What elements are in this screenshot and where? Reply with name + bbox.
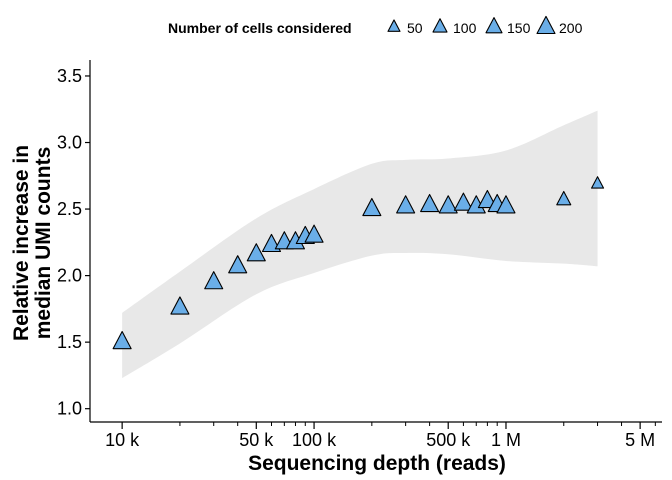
legend-marker [485,17,503,34]
data-point [496,195,516,214]
y-axis: 1.0 1.5 2.0 2.5 3.0 3.5 [57,60,91,422]
data-point [112,330,132,350]
data-point [556,190,572,206]
data-point [396,195,416,214]
data-point [228,255,248,274]
legend-label: 100 [453,20,477,36]
x-axis-title: Sequencing depth (reads) [248,452,506,475]
legend-marker [387,19,401,32]
data-point [420,193,440,213]
data-point [453,192,473,211]
data-point [246,243,266,262]
y-tick-label: 1.0 [57,399,82,419]
y-tick-label: 3.5 [57,66,82,86]
legend: Number of cells considered 50 100 150 200 [168,15,583,36]
x-tick-label: 500 k [426,430,471,450]
legend-title: Number of cells considered [168,20,352,36]
x-axis: 10 k 50 k 100 k 500 k 1 M 5 M [90,421,662,450]
data-point [204,271,224,290]
legend-marker [536,15,556,35]
x-tick-label: 5 M [625,430,655,450]
legend-marker [432,18,448,33]
y-tick-label: 2.5 [57,199,82,219]
data-point [591,176,605,189]
legend-label: 50 [407,20,423,36]
x-tick-label: 50 k [239,430,274,450]
y-axis-title-line-1: Relative increase in [10,145,33,341]
data-point [304,224,324,243]
y-tick-label: 2.0 [57,266,82,286]
legend-label: 150 [507,20,531,36]
y-axis-title-line-2: median UMI counts [32,147,55,340]
y-tick-label: 3.0 [57,133,82,153]
data-points [112,176,605,350]
x-tick-label: 1 M [491,430,521,450]
data-point [438,195,458,214]
legend-label: 200 [559,20,583,36]
x-tick-label: 100 k [292,430,337,450]
data-point [362,197,382,217]
x-tick-label: 10 k [105,430,140,450]
data-point [477,189,497,209]
y-tick-label: 1.5 [57,332,82,352]
data-point [170,296,190,315]
confidence-band [122,110,598,379]
y-axis-title: Relative increase in median UMI counts [10,145,55,341]
